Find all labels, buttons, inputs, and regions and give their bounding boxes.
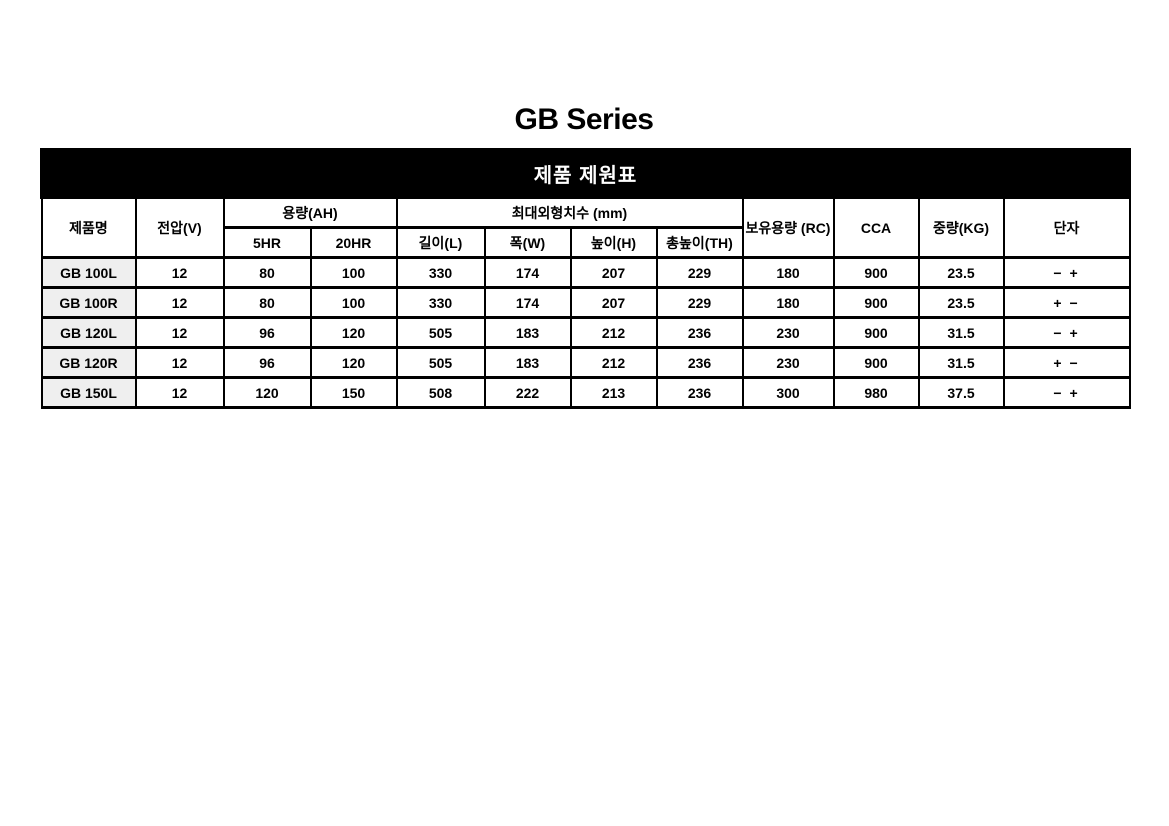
value-cell: 80 — [222, 286, 312, 319]
value-cell: 80 — [222, 256, 312, 289]
value-cell: 120 — [222, 376, 312, 409]
value-cell: 180 — [741, 286, 835, 319]
value-cell: 236 — [655, 376, 744, 409]
terminal-cell: − + — [1002, 376, 1131, 409]
value-cell: 230 — [741, 346, 835, 379]
header-20hr: 20HR — [309, 226, 398, 259]
value-cell: 236 — [655, 346, 744, 379]
value-cell: 300 — [741, 376, 835, 409]
table-row: GB 120L 12 96 120 505 183 212 236 230 900 31.5− + — [40, 316, 1131, 349]
value-cell: 96 — [222, 316, 312, 349]
spec-table-body: GB 100L 12 80 100 330 174 207 229 180 900 23.5− + G… — [40, 256, 1131, 409]
product-name-cell: GB 100R — [40, 286, 137, 319]
product-name-cell: GB 150L — [40, 376, 137, 409]
value-cell: 12 — [134, 376, 225, 409]
header-length: 길이(L) — [395, 226, 486, 259]
value-cell: 31.5 — [917, 316, 1005, 349]
table-banner-title: 제품 제원표 — [39, 148, 1132, 199]
header-dimensions-group: 최대외형치수 (mm) — [395, 196, 744, 229]
terminal-cell: + − — [1002, 346, 1131, 379]
value-cell: 37.5 — [917, 376, 1005, 409]
value-cell: 96 — [222, 346, 312, 379]
value-cell: 505 — [395, 316, 486, 349]
value-cell: 207 — [569, 286, 658, 319]
value-cell: 180 — [741, 256, 835, 289]
product-name-cell: GB 120L — [40, 316, 137, 349]
value-cell: 213 — [569, 376, 658, 409]
value-cell: 229 — [655, 286, 744, 319]
table-header-row-group: 제품명 전압(V) 용량(AH) 최대외형치수 (mm) 보유용량 (RC) C… — [40, 196, 1131, 259]
header-capacity-group: 용량(AH) — [222, 196, 398, 229]
table-row: GB 100L 12 80 100 330 174 207 229 180 900 23.5− + — [40, 256, 1131, 289]
header-terminal: 단자 — [1002, 196, 1131, 259]
value-cell: 212 — [569, 346, 658, 379]
header-5hr: 5HR — [222, 226, 312, 259]
value-cell: 23.5 — [917, 256, 1005, 289]
header-product: 제품명 — [40, 196, 137, 259]
value-cell: 183 — [483, 316, 572, 349]
value-cell: 120 — [309, 346, 398, 379]
value-cell: 900 — [832, 256, 920, 289]
value-cell: 222 — [483, 376, 572, 409]
header-total-height: 총높이(TH) — [655, 226, 744, 259]
value-cell: 900 — [832, 286, 920, 319]
value-cell: 120 — [309, 316, 398, 349]
value-cell: 12 — [134, 316, 225, 349]
terminal-cell: − + — [1002, 256, 1131, 289]
header-voltage: 전압(V) — [134, 196, 225, 259]
header-reserve-capacity: 보유용량 (RC) — [741, 196, 835, 259]
table-header-row-sub: 5HR 20HR 길이(L) 폭(W) 높이(H) 총높이(TH) — [42, 226, 1130, 259]
value-cell: 100 — [309, 286, 398, 319]
value-cell: 100 — [309, 256, 398, 289]
value-cell: 31.5 — [917, 346, 1005, 379]
value-cell: 900 — [832, 316, 920, 349]
product-name-cell: GB 120R — [40, 346, 137, 379]
table-row: GB 120R 12 96 120 505 183 212 236 230 900 31.5 + − — [40, 346, 1131, 379]
value-cell: 12 — [134, 256, 225, 289]
page-title: GB Series — [514, 103, 654, 136]
product-name-cell: GB 100L — [40, 256, 137, 289]
value-cell: 900 — [832, 346, 920, 379]
value-cell: 230 — [741, 316, 835, 349]
header-width: 폭(W) — [483, 226, 572, 259]
value-cell: 174 — [483, 256, 572, 289]
value-cell: 505 — [395, 346, 486, 379]
table-row: GB 150L 12 120 150 508 222 213 236 300 980 37.5− + — [40, 376, 1131, 409]
header-height: 높이(H) — [569, 226, 658, 259]
header-cca: CCA — [832, 196, 920, 259]
header-weight: 중량(KG) — [917, 196, 1005, 259]
table-row: GB 100R 12 80 100 330 174 207 229 180 900 23.5 + − — [40, 286, 1131, 319]
spec-table: 제품 제원표 제품명 전압(V) 용량(AH) 최대외형치수 (mm) 보유용량… — [39, 148, 1132, 409]
value-cell: 330 — [395, 256, 486, 289]
value-cell: 229 — [655, 256, 744, 289]
value-cell: 150 — [309, 376, 398, 409]
value-cell: 12 — [134, 346, 225, 379]
value-cell: 980 — [832, 376, 920, 409]
value-cell: 330 — [395, 286, 486, 319]
value-cell: 12 — [134, 286, 225, 319]
value-cell: 508 — [395, 376, 486, 409]
value-cell: 23.5 — [917, 286, 1005, 319]
value-cell: 212 — [569, 316, 658, 349]
value-cell: 183 — [483, 346, 572, 379]
table-banner-row: 제품 제원표 — [39, 148, 1132, 199]
terminal-cell: − + — [1002, 316, 1131, 349]
value-cell: 207 — [569, 256, 658, 289]
terminal-cell: + − — [1002, 286, 1131, 319]
value-cell: 174 — [483, 286, 572, 319]
value-cell: 236 — [655, 316, 744, 349]
